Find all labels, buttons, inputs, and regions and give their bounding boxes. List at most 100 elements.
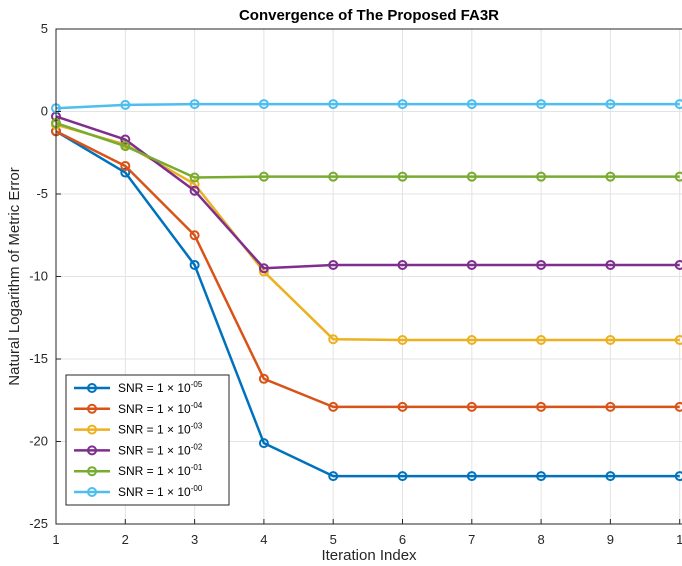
x-tick-label: 4	[260, 532, 267, 547]
series-line	[55, 130, 680, 409]
data-point	[189, 99, 200, 110]
data-point	[605, 471, 616, 482]
data-point	[120, 160, 131, 171]
series-3	[51, 111, 682, 274]
data-point	[397, 171, 408, 182]
data-point	[536, 401, 547, 412]
legend-entry: SNR = 1 × 10-02	[74, 442, 203, 457]
data-point	[120, 99, 131, 110]
x-tick-label: 3	[191, 532, 198, 547]
data-point	[328, 334, 339, 345]
data-point	[258, 438, 269, 449]
series-layer	[51, 99, 682, 482]
y-axis-title: Natural Logarithm of Metric Error	[6, 167, 23, 385]
data-point	[328, 259, 339, 270]
data-point	[258, 99, 269, 110]
legend-label: SNR = 1 × 10-03	[118, 422, 203, 437]
data-point	[397, 99, 408, 110]
data-point	[466, 171, 477, 182]
ticks: 5 0 -5 -10 -15 -20 -25 1 2 3 4 5 6 7 8 9 1	[29, 21, 682, 547]
chart-title: Convergence of The Proposed FA3R	[239, 7, 499, 24]
y-tick-label: -10	[29, 269, 48, 284]
series-line	[55, 121, 680, 179]
series-4	[51, 118, 682, 183]
data-point	[605, 401, 616, 412]
data-point	[397, 259, 408, 270]
data-point	[605, 259, 616, 270]
legend-swatch-marker	[87, 403, 97, 414]
data-point	[674, 99, 682, 110]
legend-label: SNR = 1 × 10-05	[118, 380, 203, 395]
legend-swatch-marker	[87, 466, 97, 477]
x-axis-title: Iteration Index	[321, 547, 417, 564]
legend-entry: SNR = 1 × 10-01	[74, 463, 203, 478]
legend-label: SNR = 1 × 10-02	[118, 442, 203, 457]
data-point	[189, 172, 200, 183]
legend-label: SNR = 1 × 10-00	[118, 484, 203, 499]
data-point	[189, 230, 200, 241]
x-tick-label: 1	[676, 532, 682, 547]
data-point	[674, 335, 682, 346]
series-1	[51, 126, 682, 412]
data-point	[466, 471, 477, 482]
data-point	[328, 471, 339, 482]
series-line	[55, 102, 680, 110]
series-line	[55, 130, 680, 478]
legend-box	[65, 374, 230, 506]
data-point	[120, 141, 131, 152]
data-point	[605, 171, 616, 182]
x-tick-label: 8	[537, 532, 544, 547]
y-tick-label: -25	[29, 516, 48, 531]
legend-entry: SNR = 1 × 10-03	[74, 422, 203, 437]
legend-entry: SNR = 1 × 10-05	[74, 380, 203, 395]
legend: SNR = 1 × 10-05 SNR = 1 × 10-04 SNR = 1 × …	[65, 374, 230, 506]
series-5	[51, 99, 682, 114]
data-point	[536, 259, 547, 270]
x-tick-label: 9	[607, 532, 614, 547]
data-point	[466, 99, 477, 110]
legend-swatch-marker	[87, 445, 97, 456]
data-point	[328, 171, 339, 182]
legend-entry: SNR = 1 × 10-04	[74, 401, 203, 416]
data-point	[120, 167, 131, 178]
x-tick-label: 6	[399, 532, 406, 547]
data-point	[258, 373, 269, 384]
data-point	[605, 335, 616, 346]
data-point	[189, 185, 200, 196]
data-point	[536, 171, 547, 182]
data-point	[397, 401, 408, 412]
legend-swatch-marker	[87, 383, 97, 393]
data-point	[466, 259, 477, 270]
y-tick-label: -5	[36, 186, 48, 201]
legend-label: SNR = 1 × 10-04	[118, 401, 203, 416]
data-point	[397, 335, 408, 346]
legend-label: SNR = 1 × 10-01	[118, 463, 203, 478]
x-tick-label: 5	[330, 532, 337, 547]
x-tick-label: 7	[468, 532, 475, 547]
data-point	[536, 471, 547, 482]
data-point	[258, 171, 269, 182]
y-tick-label: -20	[29, 434, 48, 449]
data-point	[258, 263, 269, 274]
y-tick-label: 0	[41, 104, 48, 119]
data-point	[328, 99, 339, 110]
data-point	[189, 259, 200, 270]
x-tick-label: 1	[52, 532, 59, 547]
data-point	[328, 401, 339, 412]
data-point	[466, 401, 477, 412]
data-point	[466, 335, 477, 346]
data-point	[536, 335, 547, 346]
data-point	[397, 471, 408, 482]
y-tick-label: -15	[29, 351, 48, 366]
data-point	[674, 171, 682, 182]
data-point	[674, 259, 682, 270]
data-point	[536, 99, 547, 110]
legend-entry: SNR = 1 × 10-00	[74, 484, 203, 499]
x-tick-label: 2	[122, 532, 129, 547]
y-tick-label: 5	[41, 21, 48, 36]
data-point	[120, 134, 131, 145]
data-point	[674, 471, 682, 482]
legend-swatch-marker	[87, 487, 97, 497]
legend-swatch-marker	[87, 424, 97, 435]
